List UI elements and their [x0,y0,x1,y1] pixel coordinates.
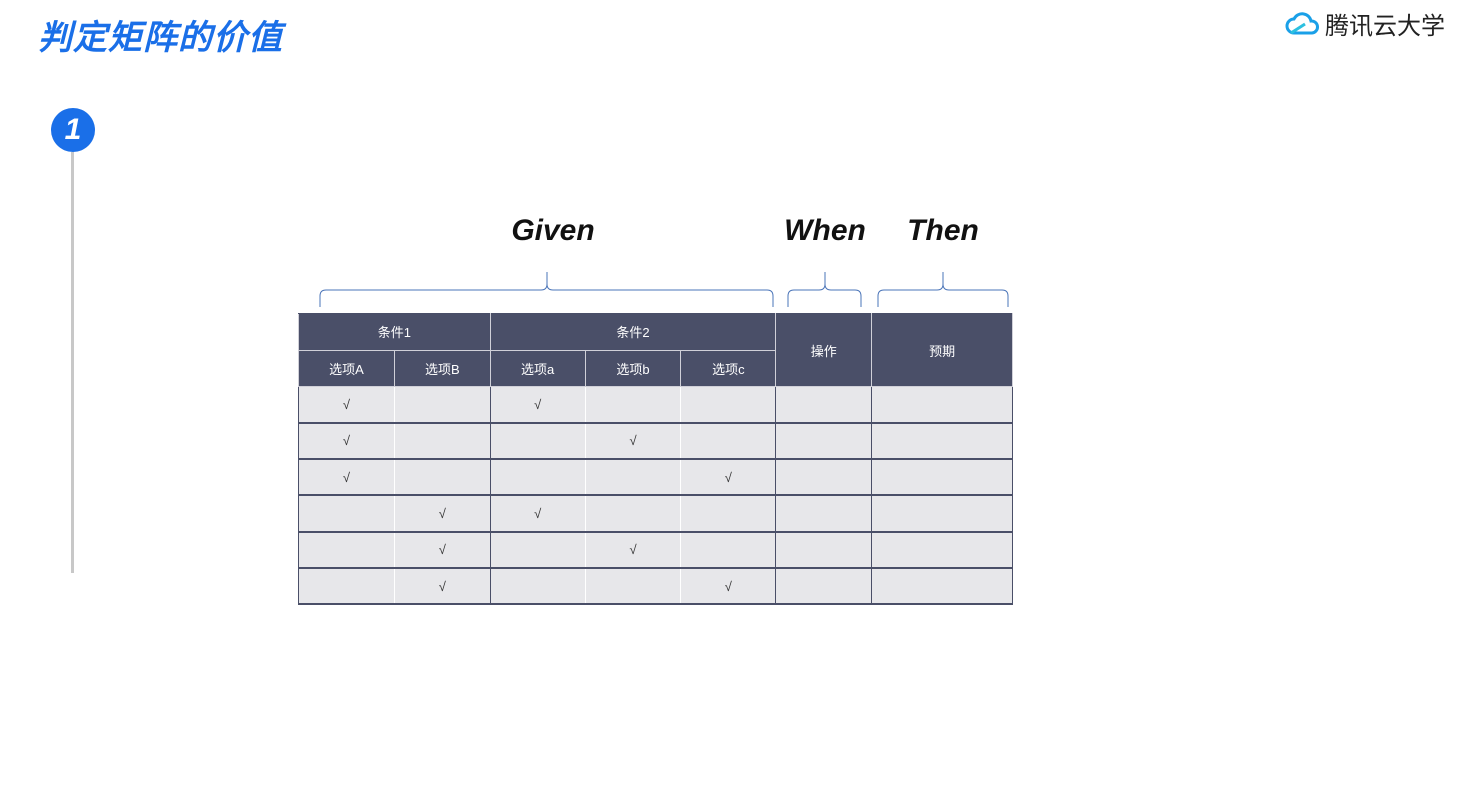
table-row: √ √ [298,459,1013,497]
table-cell [489,531,586,569]
given-label: Given [511,214,595,247]
timeline-line [71,152,74,573]
table-cell: √ [584,531,681,569]
table-cell [871,495,1013,533]
page-title: 判定矩阵的价值 [38,19,283,57]
table-cell: √ [489,386,586,424]
table-cell [775,567,872,606]
table-row: √ √ [298,386,1013,424]
table-cell [680,386,776,424]
cloud-icon [1285,11,1319,34]
table-cell [584,459,681,497]
group-condition-2: 条件2 [489,313,777,351]
when-label: When [784,214,866,247]
table-cell [584,386,681,424]
group-condition-1: 条件1 [298,313,491,351]
table-cell [298,531,395,569]
table-cell [871,531,1013,569]
table-row: √ √ [298,531,1013,569]
given-brace [319,272,774,307]
table-cell: √ [393,567,491,606]
when-brace [787,272,862,307]
table-cell: √ [298,386,395,424]
table-cell: √ [680,567,776,606]
table-cell: √ [584,422,681,461]
group-action: 操作 [775,313,873,387]
table-cell [871,459,1013,497]
braces [319,272,1009,307]
logo: 腾讯云大学 [1285,6,1445,41]
table-cell [298,567,395,606]
table-row: √ √ [298,567,1013,606]
option-B: 选项B [393,349,491,387]
table-cell [584,567,681,606]
then-brace [877,272,1009,307]
table-cell [871,422,1013,461]
table-cell: √ [489,495,586,533]
table-cell [489,459,586,497]
then-label: Then [907,214,979,247]
table-cell: √ [298,459,395,497]
table-cell: √ [680,459,776,497]
option-A: 选项A [298,349,395,387]
table-cell [775,531,872,569]
table-cell [680,422,776,461]
table-cell [871,386,1013,424]
table-cell [393,386,491,424]
table-cell [393,459,491,497]
step-badge: 1 [51,108,95,152]
table-cell [775,459,872,497]
table-cell [584,495,681,533]
table-cell: √ [393,495,491,533]
table-cell [680,495,776,533]
table-cell: √ [393,531,491,569]
option-c: 选项c [680,349,777,387]
logo-text: 腾讯云大学 [1325,13,1445,40]
table-row: √ √ [298,495,1013,533]
group-expected: 预期 [871,313,1013,387]
table-cell [298,495,395,533]
table-cell [489,422,586,461]
table-cell [393,422,491,461]
table-cell: √ [298,422,395,461]
option-b: 选项b [584,349,682,387]
table-cell [775,422,872,461]
table-cell [871,567,1013,606]
table-cell [775,495,872,533]
table-cell [489,567,586,606]
table-cell [775,386,872,424]
table-row: √ √ [298,422,1013,461]
option-a: 选项a [489,349,586,387]
table-cell [680,531,776,569]
decision-matrix: 条件1 条件2 操作 预期 选项A 选项B 选项a 选项b 选项c √ √ √ √ √ √… [298,313,1013,606]
